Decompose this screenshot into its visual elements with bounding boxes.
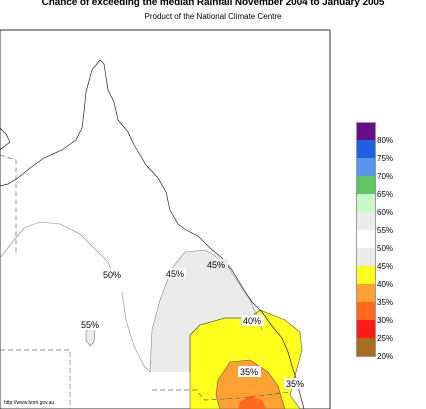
contour-50 xyxy=(0,221,151,373)
legend-label-12: 20% xyxy=(377,352,394,361)
legend-swatch-8 xyxy=(356,266,376,284)
legend-swatch-10 xyxy=(356,302,376,320)
contour-label-45-west: 45% xyxy=(166,269,184,279)
contour-label-50: 50% xyxy=(103,270,121,280)
legend-swatch-3 xyxy=(356,176,376,194)
contour-label-35-inland: 35% xyxy=(240,367,258,377)
contour-45 xyxy=(149,249,263,373)
legend-swatch-2 xyxy=(356,158,376,176)
contour-label-40: 40% xyxy=(243,316,261,326)
legend-label-10: 30% xyxy=(377,316,394,325)
contour-label-55: 55% xyxy=(81,320,99,330)
contour-label-45-east: 45% xyxy=(207,260,225,270)
map-subtitle: Product of the National Climate Centre xyxy=(144,12,282,21)
credit-url: http://www.bom.gov.au xyxy=(4,400,55,406)
legend-label-3: 65% xyxy=(377,190,394,199)
legend-swatch-11 xyxy=(356,320,376,338)
legend-label-1: 75% xyxy=(377,154,394,163)
legend-swatch-6 xyxy=(356,230,376,248)
map-title: Chance of exceeding the median Rainfall … xyxy=(41,0,385,8)
legend-label-9: 35% xyxy=(377,298,394,307)
legend-swatch-7 xyxy=(356,248,376,266)
region-45-shading xyxy=(150,250,262,372)
legend-label-5: 55% xyxy=(377,226,394,235)
legend-label-0: 80% xyxy=(377,136,394,145)
legend-label-6: 50% xyxy=(377,244,394,253)
state-border-qld-nsw xyxy=(152,389,291,401)
legend-swatch-4 xyxy=(356,194,376,212)
legend-swatch-1 xyxy=(356,140,376,158)
contour-label-35-coast: 35% xyxy=(286,379,304,389)
legend-label-4: 60% xyxy=(377,208,394,217)
legend-swatch-12 xyxy=(356,338,376,357)
legend-swatch-5 xyxy=(356,212,376,230)
legend-label-2: 70% xyxy=(377,172,394,181)
legend-label-11: 25% xyxy=(377,334,394,343)
coastline xyxy=(0,59,305,409)
legend-label-7: 45% xyxy=(377,262,394,271)
state-border-nt-qld xyxy=(0,154,17,255)
region-30-shading xyxy=(238,396,266,409)
legend-label-8: 40% xyxy=(377,280,394,289)
legend-swatch-9 xyxy=(356,284,376,302)
contour-labels: 50% 45% 45% 55% 40% 35% 35% xyxy=(79,259,307,389)
legend-swatch-0 xyxy=(356,122,376,141)
